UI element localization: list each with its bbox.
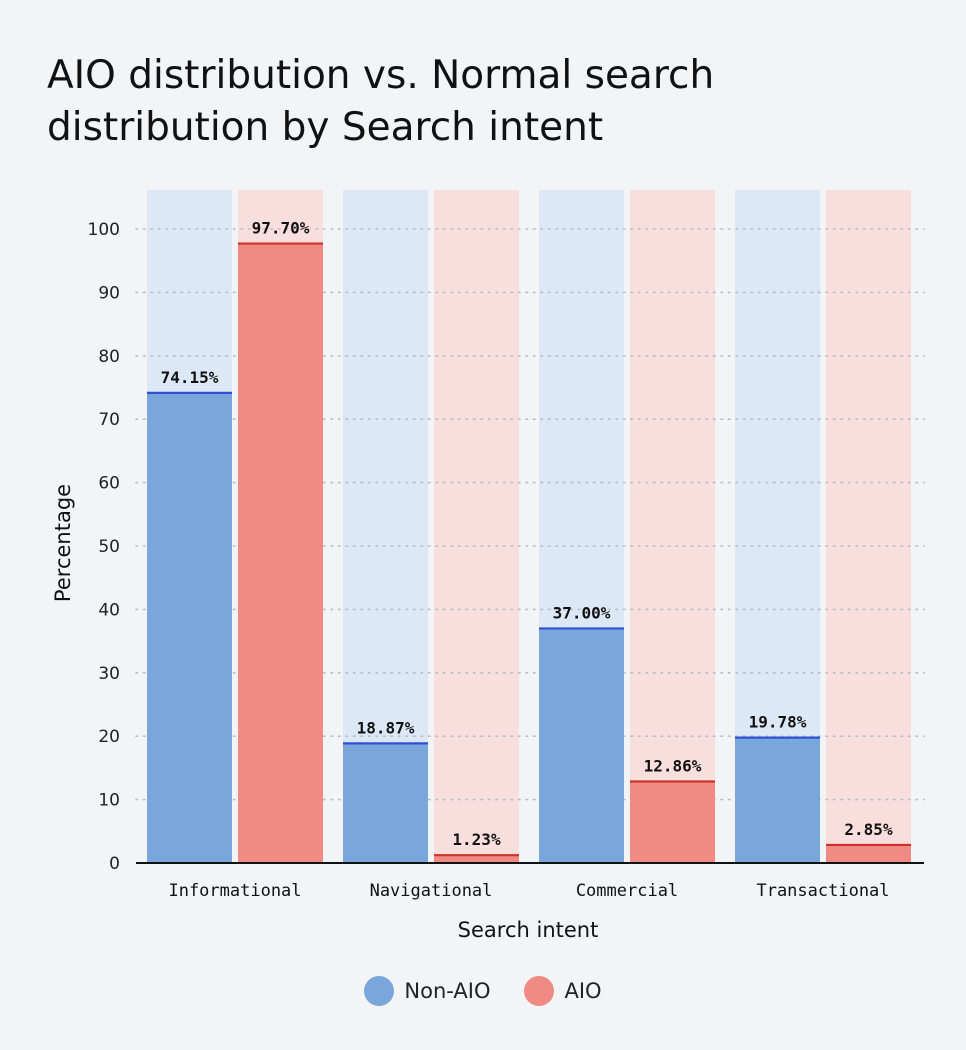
x-axis-title: Search intent [458,918,599,942]
bar [735,737,820,863]
y-tick-label: 60 [98,474,120,494]
x-tick-label: Transactional [756,881,889,901]
y-axis-title: Percentage [51,484,75,602]
data-label: 37.00% [553,603,611,622]
data-label: 1.23% [452,830,501,849]
y-tick-label: 20 [98,727,120,747]
y-tick-label: 10 [98,791,120,811]
bar [630,781,715,863]
y-tick-label: 70 [98,410,120,430]
x-tick-label: Navigational [370,881,493,901]
data-label: 12.86% [644,756,702,775]
data-label: 2.85% [844,820,893,839]
chart-title: AIO distribution vs. Normal search distr… [47,53,715,150]
legend-item-aio[interactable]: AIO [524,976,602,1006]
legend-swatch-non-aio [364,976,395,1006]
y-tick-label: 40 [98,600,120,620]
x-tick-label: Commercial [576,881,678,901]
data-label: 97.70% [252,219,310,238]
y-tick-label: 0 [109,854,120,874]
legend-swatch-aio [524,976,555,1006]
bar [147,392,232,863]
y-tick-label: 50 [98,537,120,557]
data-label: 19.78% [749,713,807,732]
y-tick-label: 80 [98,347,120,367]
bar [343,743,428,863]
bar-track [826,190,911,863]
y-tick-label: 100 [88,220,120,240]
bar-track [630,190,715,863]
bar [434,855,519,863]
y-tick-label: 90 [98,283,120,303]
legend-item-non-aio[interactable]: Non-AIO [364,976,490,1006]
data-label: 18.87% [357,718,415,737]
legend-label-aio: AIO [564,979,602,1003]
legend: Non-AIO AIO [0,976,966,1006]
bar [826,844,911,863]
legend-label-non-aio: Non-AIO [404,979,491,1003]
bar [238,243,323,863]
y-tick-label: 30 [98,664,120,684]
data-label: 74.15% [161,368,219,387]
bar-track [434,190,519,863]
x-tick-label: Informational [168,881,301,901]
bar [539,628,624,863]
